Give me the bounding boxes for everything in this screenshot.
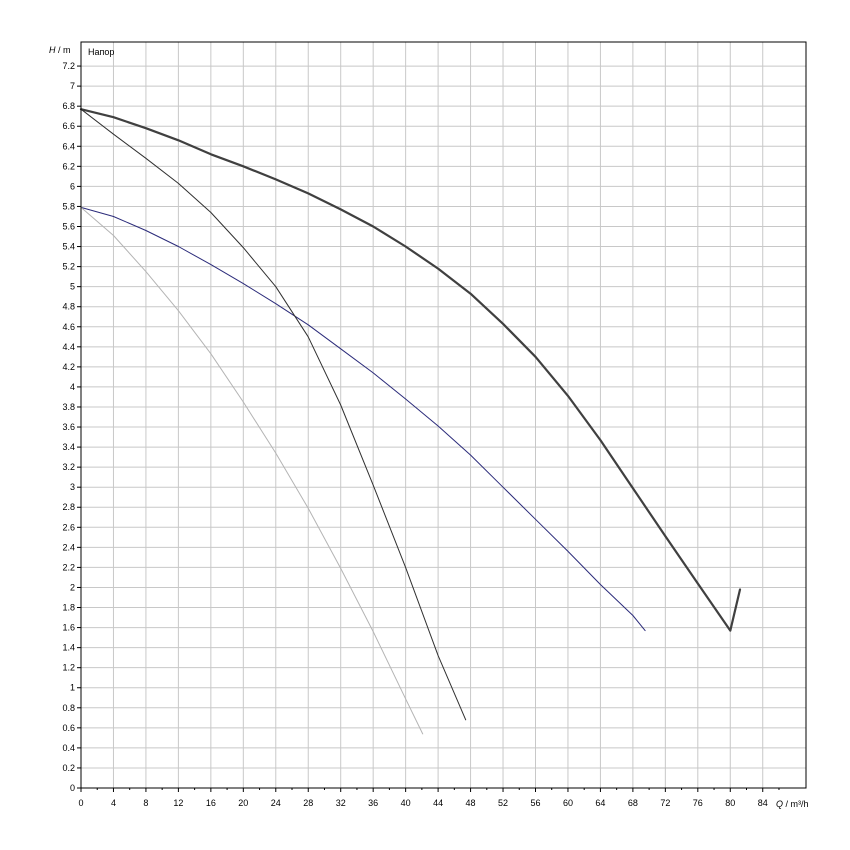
y-tick-label: 3.4 [62, 442, 75, 452]
y-tick-label: 1 [70, 683, 75, 693]
x-tick-label: 68 [628, 798, 638, 808]
y-tick-label: 7.2 [62, 61, 75, 71]
y-tick-label: 2 [70, 582, 75, 592]
series-line-3 [80, 108, 467, 721]
x-tick-label: 44 [433, 798, 443, 808]
legend-label: Напор [88, 47, 114, 57]
y-tick-label: 4.8 [62, 302, 75, 312]
y-tick-label: 6.6 [62, 121, 75, 131]
x-ticks: 0 4 8 12 16 20 24 28 32 36 40 44 48 52 56 60 64 68 72 76 80 8… [78, 788, 780, 808]
y-tick-label: 2.8 [62, 502, 75, 512]
y-tick-label: 5.6 [62, 221, 75, 231]
y-axis-sep: / [58, 45, 63, 55]
x-tick-label: 48 [466, 798, 476, 808]
series-group [79, 108, 742, 735]
y-ticks: 0 0.2 0.4 0.6 0.8 1 1.2 1.4 1.6 1.8 2 2.2 2.4 2.6 2.8 3… [62, 61, 81, 793]
x-tick-label: 32 [336, 798, 346, 808]
y-tick-label: 6.2 [62, 161, 75, 171]
series-line-1 [79, 108, 742, 632]
x-tick-label: 8 [143, 798, 148, 808]
y-tick-label: 4.4 [62, 342, 75, 352]
y-axis-label: H / m [49, 45, 71, 55]
y-tick-label: 6.8 [62, 101, 75, 111]
x-tick-label: 36 [368, 798, 378, 808]
x-axis-unit: m³/h [791, 799, 809, 809]
y-tick-label: 2.6 [62, 522, 75, 532]
y-tick-label: 6 [70, 181, 75, 191]
x-tick-label: 84 [758, 798, 768, 808]
x-tick-label: 24 [271, 798, 281, 808]
y-axis-var: H [49, 45, 56, 55]
y-tick-label: 3 [70, 482, 75, 492]
x-tick-label: 12 [173, 798, 183, 808]
y-tick-label: 4.6 [62, 322, 75, 332]
y-tick-label: 4 [70, 382, 75, 392]
y-tick-label: 6.4 [62, 141, 75, 151]
x-tick-label: 28 [303, 798, 313, 808]
series-line-4 [80, 206, 424, 735]
x-axis-var: Q [776, 799, 783, 809]
y-tick-label: 3.6 [62, 422, 75, 432]
y-tick-label: 1.2 [62, 663, 75, 673]
x-tick-label: 64 [595, 798, 605, 808]
y-tick-label: 5.4 [62, 242, 75, 252]
y-tick-label: 5.8 [62, 201, 75, 211]
plot-background [81, 42, 806, 788]
x-tick-label: 56 [530, 798, 540, 808]
y-tick-label: 0.4 [62, 743, 75, 753]
y-tick-label: 1.4 [62, 643, 75, 653]
x-tick-label: 80 [725, 798, 735, 808]
y-tick-label: 7 [70, 81, 75, 91]
y-tick-label: 5.2 [62, 262, 75, 272]
y-tick-label: 0 [70, 783, 75, 793]
y-tick-label: 2.2 [62, 562, 75, 572]
y-tick-label: 1.6 [62, 623, 75, 633]
y-tick-label: 0.2 [62, 763, 75, 773]
y-tick-label: 4.2 [62, 362, 75, 372]
y-tick-label: 1.8 [62, 603, 75, 613]
x-tick-label: 4 [111, 798, 116, 808]
y-tick-label: 2.4 [62, 542, 75, 552]
x-tick-label: 52 [498, 798, 508, 808]
plot-frame [80, 41, 807, 789]
x-tick-label: 20 [238, 798, 248, 808]
x-tick-label: 40 [401, 798, 411, 808]
y-tick-label: 0.8 [62, 703, 75, 713]
x-tick-label: 16 [206, 798, 216, 808]
y-tick-label: 0.6 [62, 723, 75, 733]
x-axis-label: Q / m³/h [776, 799, 809, 809]
y-axis-unit: m [63, 45, 71, 55]
y-tick-label: 5 [70, 282, 75, 292]
x-tick-label: 72 [660, 798, 670, 808]
y-tick-label: 3.2 [62, 462, 75, 472]
x-axis-sep: / [786, 799, 791, 809]
series-line-2 [80, 206, 646, 632]
y-tick-label: 3.8 [62, 402, 75, 412]
x-tick-label: 0 [78, 798, 83, 808]
x-tick-label: 76 [693, 798, 703, 808]
x-tick-label: 60 [563, 798, 573, 808]
